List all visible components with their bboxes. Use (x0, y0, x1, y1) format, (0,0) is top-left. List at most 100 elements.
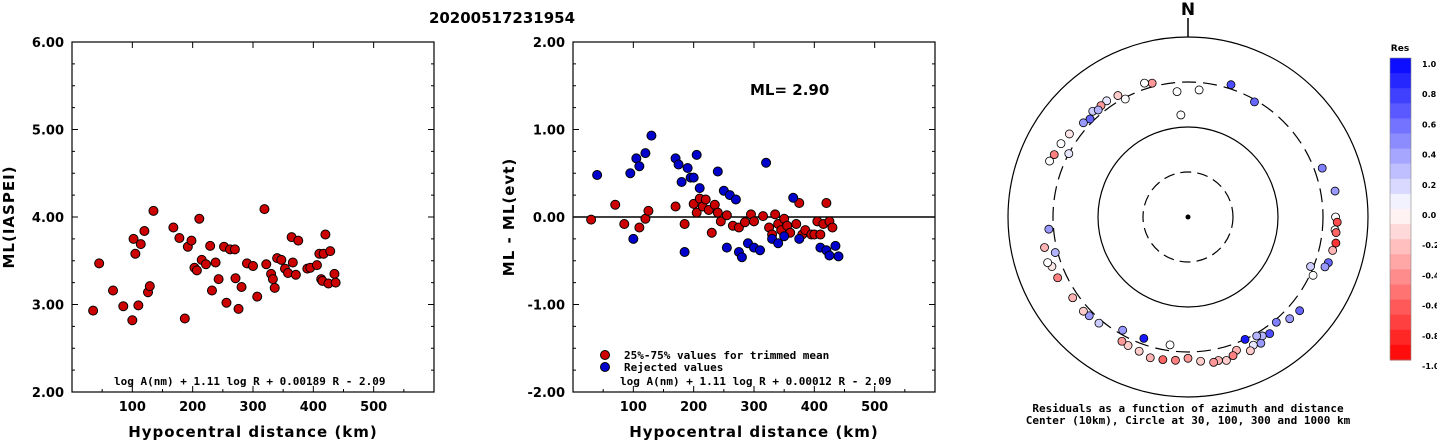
residual-point (1050, 248, 1060, 257)
trimmed-point (634, 222, 645, 233)
residual-point (1256, 338, 1266, 348)
north-label: N (1181, 0, 1195, 20)
trimmed-point (770, 209, 781, 220)
colorbar-cell (1390, 344, 1411, 361)
trimmed-point (715, 216, 726, 227)
colorbar-tick-label: 0.8 (1422, 90, 1437, 99)
trimmed-point (670, 201, 681, 212)
data-point (179, 313, 190, 324)
residual-point (1222, 355, 1231, 365)
residual-point (1240, 334, 1250, 344)
residual-point (1317, 163, 1327, 173)
data-point (261, 259, 272, 270)
trimmed-point (643, 205, 654, 216)
trimmed-point (749, 216, 759, 227)
data-point (248, 261, 258, 271)
residual-point (1228, 351, 1238, 361)
residual-point (1113, 91, 1123, 100)
colorbar-cell (1390, 133, 1411, 150)
data-point (128, 233, 139, 244)
rejected-point (730, 194, 741, 205)
colorbar-tick-label: 0.2 (1422, 181, 1436, 190)
legend-rejected-marker (600, 362, 610, 372)
legend-trimmed-marker (600, 350, 610, 360)
trimmed-point (706, 227, 717, 238)
data-point (290, 269, 301, 280)
ring-1000km (1007, 36, 1369, 398)
residual-point (1102, 96, 1112, 106)
plot2-ytick-label: 0.00 (533, 211, 565, 226)
data-point (148, 205, 159, 216)
rejected-point (628, 233, 639, 244)
rejected-point (794, 233, 805, 244)
rejected-point (824, 250, 835, 261)
colorbar-tick-label: -0.6 (1422, 302, 1437, 311)
plot2-xtick-label: 400 (801, 400, 828, 415)
residual-point (1328, 245, 1338, 255)
residual-point (1252, 331, 1262, 341)
residual-vs-distance-panel: Hypocentral distance (km) ML - ML(evt) M… (500, 36, 936, 441)
rejected-point (773, 238, 784, 249)
data-point (144, 281, 155, 292)
ml-annotation: ML= 2.90 (750, 81, 829, 99)
colorbar-tick-label: -1.0 (1422, 362, 1437, 371)
residual-point (1134, 346, 1144, 356)
trimmed-point (721, 210, 732, 221)
data-point (252, 291, 263, 302)
colorbar-cell (1390, 239, 1411, 255)
trimmed-point (700, 194, 711, 205)
colorbar-tick-label: 1.0 (1422, 60, 1437, 69)
rejected-point (592, 170, 603, 180)
ring-100km (1097, 126, 1279, 308)
data-point (118, 301, 129, 312)
residual-point (1117, 336, 1127, 346)
residual-point (1306, 262, 1315, 271)
colorbar-tick-label: -0.4 (1422, 271, 1437, 280)
colorbar-cell (1390, 148, 1411, 165)
data-point (168, 222, 179, 233)
residual-point (1165, 340, 1175, 350)
data-point (233, 303, 244, 314)
residual-point (1064, 149, 1074, 159)
data-point (88, 305, 99, 316)
residual-point (1078, 306, 1088, 316)
trimmed-point (739, 217, 750, 228)
data-point (236, 282, 247, 292)
residual-colorbar: Res 1.0 0.8 0.6 0.4 0.2 0.0 -0.2 -0.4 -0.6 -0.8 -1… (1389, 44, 1437, 371)
data-point (267, 274, 278, 285)
residual-point (1123, 341, 1133, 350)
data-point (320, 229, 331, 240)
residual-point (1171, 355, 1180, 365)
residual-point (1145, 353, 1155, 363)
residual-point (1139, 333, 1149, 343)
data-point (229, 244, 240, 255)
rejected-point (646, 130, 657, 141)
residual-point (1271, 317, 1281, 327)
residual-point (1331, 228, 1341, 237)
trimmed-point (712, 207, 723, 218)
trimmed-point (610, 199, 621, 210)
residual-point (1084, 311, 1094, 321)
data-point (210, 257, 221, 268)
colorbar-cell (1390, 269, 1411, 285)
plot2-ytick-label: -2.00 (528, 386, 565, 401)
rejected-point (625, 168, 636, 179)
rejected-point (830, 240, 841, 251)
data-point (186, 235, 197, 246)
figure-title: 20200517231954 (429, 9, 575, 27)
rejected-point (721, 242, 732, 253)
colorbar-cell (1390, 314, 1411, 331)
residual-point (1285, 314, 1295, 324)
residual-point (1295, 306, 1305, 316)
trimmed-point (586, 214, 597, 225)
residual-point (1068, 293, 1078, 303)
rejected-point (640, 148, 651, 159)
residual-point (1056, 139, 1066, 149)
rejected-point (688, 172, 699, 183)
residual-point (1049, 150, 1059, 160)
trimmed-point (619, 219, 630, 229)
colorbar-cell (1390, 163, 1411, 180)
residual-point (1209, 357, 1219, 367)
data-point (330, 277, 341, 288)
data-point (230, 273, 241, 284)
